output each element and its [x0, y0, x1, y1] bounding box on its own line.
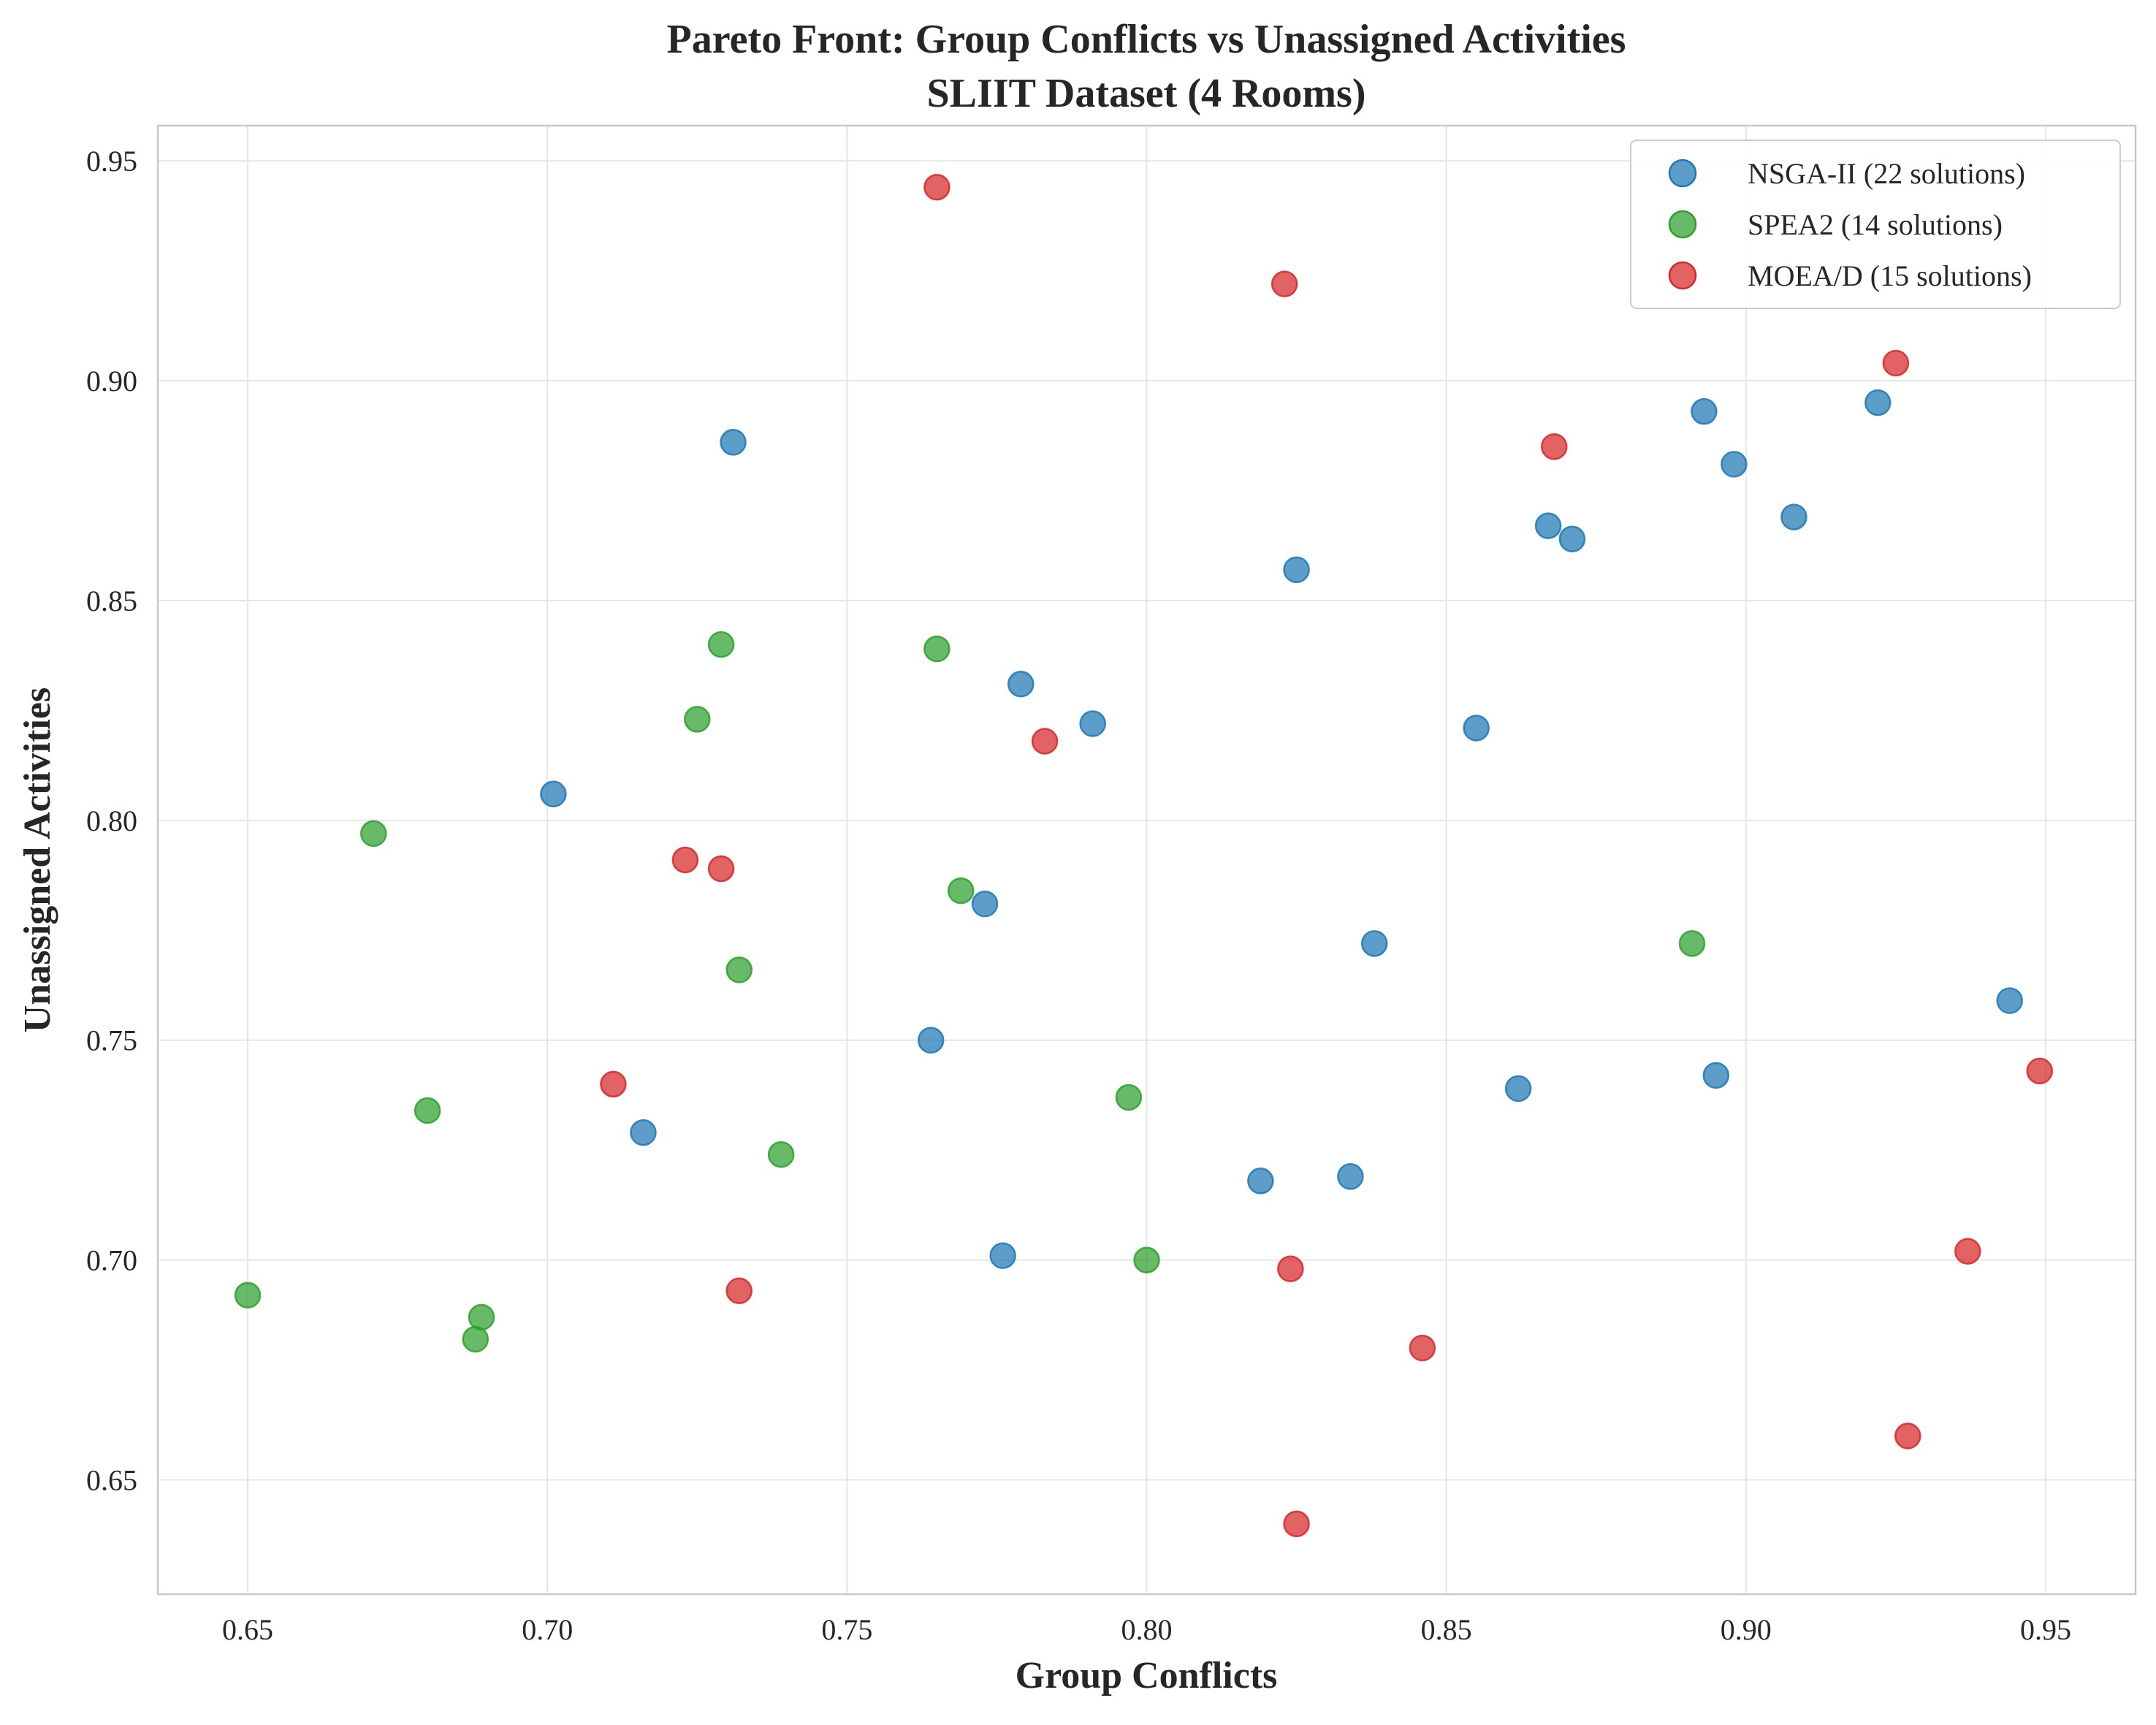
- spea2-point: [767, 1141, 795, 1168]
- nsga2-point: [1996, 987, 2023, 1014]
- nsga2-point: [989, 1242, 1016, 1269]
- spea2-point: [462, 1325, 490, 1353]
- nsga2-point: [1864, 389, 1892, 416]
- moead-point: [2026, 1057, 2054, 1085]
- moead-point: [707, 855, 735, 883]
- y-axis-label: Unassigned Activities: [17, 688, 58, 1032]
- spea2-point: [684, 706, 711, 733]
- nsga2-point: [1721, 451, 1748, 478]
- spea2-point: [1678, 930, 1706, 957]
- moead-point: [671, 846, 699, 874]
- nsga2-point: [1504, 1075, 1532, 1103]
- x-tick-label: 0.90: [1721, 1613, 1772, 1646]
- spea2-point: [1133, 1246, 1160, 1273]
- nsga2-point: [1247, 1168, 1274, 1195]
- x-tick-label: 0.85: [1421, 1613, 1472, 1646]
- x-tick-label: 0.95: [2020, 1613, 2071, 1646]
- grid-layer: [158, 126, 2136, 1594]
- moead-point: [1271, 270, 1298, 297]
- x-axis-label: Group Conflicts: [1016, 1655, 1278, 1697]
- nsga2-point: [971, 890, 999, 918]
- y-tick-label: 0.85: [86, 584, 137, 617]
- nsga2-point: [630, 1119, 657, 1146]
- moead-point: [1277, 1255, 1304, 1282]
- legend-marker-moead: [1668, 261, 1697, 290]
- y-tick-label: 0.80: [86, 804, 137, 837]
- spea2-point: [468, 1303, 495, 1331]
- spea2-point: [1115, 1084, 1143, 1111]
- moead-point: [1283, 1510, 1310, 1537]
- spea2-point: [725, 956, 753, 983]
- nsga2-point: [1558, 525, 1586, 552]
- moead-point: [923, 174, 951, 201]
- y-tick-label: 0.90: [86, 365, 137, 397]
- moead-point: [1882, 349, 1910, 377]
- y-tick-label: 0.95: [86, 145, 137, 178]
- legend: NSGA-II (22 solutions) SPEA2 (14 solutio…: [1630, 140, 2121, 309]
- x-tick-label: 0.65: [222, 1613, 273, 1646]
- spea2-point: [707, 631, 735, 658]
- legend-marker-nsga2: [1668, 159, 1697, 188]
- nsga2-point: [1463, 715, 1490, 742]
- nsga2-point: [1283, 556, 1310, 584]
- spea2-point: [923, 635, 951, 663]
- nsga2-point: [1702, 1062, 1730, 1089]
- moead-point: [1894, 1423, 1921, 1450]
- legend-label-moead: MOEA/D (15 solutions): [1748, 259, 2032, 292]
- legend-label-nsga2: NSGA-II (22 solutions): [1748, 157, 2025, 190]
- spea2-point: [234, 1282, 262, 1309]
- moead-point: [1954, 1238, 1981, 1265]
- nsga2-point: [917, 1027, 945, 1054]
- x-tick-label: 0.70: [522, 1613, 573, 1646]
- x-tick-label: 0.80: [1121, 1613, 1173, 1646]
- moead-point: [1031, 728, 1059, 755]
- y-tick-label: 0.75: [86, 1024, 137, 1057]
- nsga2-point: [1691, 397, 1718, 425]
- nsga2-point: [1337, 1163, 1364, 1190]
- point-layer: [234, 174, 2054, 1537]
- spea2-point: [947, 877, 975, 905]
- tick-layer: 0.65 0.70 0.75 0.80 0.85 0.90 0.95 0.65 0.70 0.75…: [86, 145, 2071, 1646]
- nsga2-point: [1534, 512, 1562, 539]
- nsga2-point: [1007, 671, 1035, 698]
- y-tick-label: 0.70: [86, 1244, 137, 1277]
- moead-point: [725, 1277, 753, 1305]
- plot-frame: [156, 124, 2137, 1596]
- chart-subtitle: SLIIT Dataset (4 Rooms): [927, 71, 1366, 116]
- legend-label-spea2: SPEA2 (14 solutions): [1748, 208, 2003, 241]
- x-tick-label: 0.75: [821, 1613, 872, 1646]
- moead-point: [1541, 433, 1568, 460]
- chart-title: Pareto Front: Group Conflicts vs Unassig…: [667, 17, 1626, 62]
- nsga2-point: [720, 429, 747, 456]
- moead-point: [1409, 1334, 1436, 1362]
- nsga2-point: [1360, 930, 1388, 957]
- legend-marker-spea2: [1668, 210, 1697, 239]
- nsga2-point: [1780, 503, 1808, 530]
- y-tick-label: 0.65: [86, 1464, 137, 1497]
- legend-box: [1630, 140, 2121, 309]
- spea2-point: [360, 820, 387, 848]
- spea2-point: [414, 1097, 441, 1124]
- nsga2-point: [1079, 710, 1106, 737]
- nsga2-point: [540, 780, 567, 807]
- moead-point: [600, 1070, 627, 1098]
